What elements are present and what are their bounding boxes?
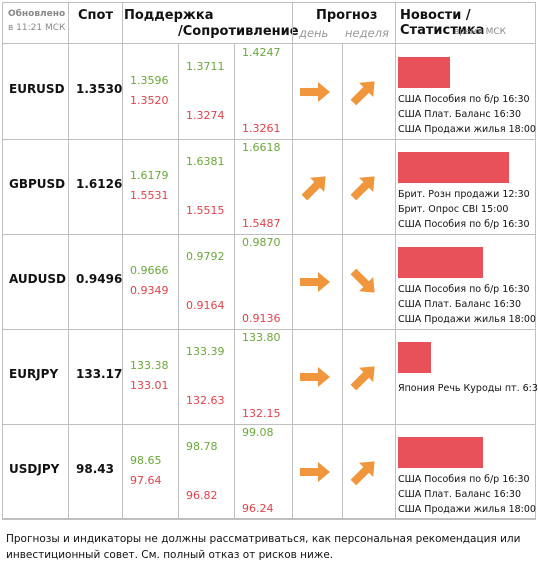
arrow-up-right-icon (298, 175, 332, 203)
support-level-3: 96.24 (242, 502, 274, 515)
support-level-1: 1.3520 (130, 94, 169, 107)
arrow-up-right-icon (347, 460, 381, 488)
row-divider (2, 234, 536, 235)
pair-name[interactable]: EURUSD (9, 82, 65, 96)
resistance-level-1: 133.38 (130, 359, 169, 372)
resistance-level-1: 1.3596 (130, 74, 169, 87)
support-level-2: 1.5515 (186, 204, 225, 217)
updated-time: в 11:21 МСК (8, 23, 66, 33)
column-divider (395, 2, 396, 519)
resistance-level-3: 99.08 (242, 426, 274, 439)
news-item[interactable]: США Продажи жилья 18:00 (398, 314, 536, 325)
pair-name[interactable]: GBPUSD (9, 177, 66, 191)
support-level-2: 132.63 (186, 394, 225, 407)
resistance-level-3: 133.80 (242, 331, 281, 344)
resistance-level-3: 0.9870 (242, 236, 281, 249)
resistance-header: /Сопротивление (178, 24, 299, 39)
row-divider (2, 519, 536, 520)
support-level-3: 132.15 (242, 407, 281, 420)
news-item[interactable]: США Плат. Баланс 16:30 (398, 299, 521, 310)
spot-price: 1.3530 (76, 82, 123, 96)
support-level-2: 1.3274 (186, 109, 225, 122)
news-importance-bar (398, 57, 450, 88)
column-divider (178, 44, 179, 519)
arrow-down-right-icon (347, 268, 381, 298)
arrow-up-right-icon (347, 175, 381, 203)
resistance-level-1: 1.6179 (130, 169, 169, 182)
news-item[interactable]: Брит. Розн продажи 12:30 (398, 189, 530, 200)
forecast-day-label: день (299, 26, 329, 40)
resistance-level-3: 1.4247 (242, 46, 281, 59)
pair-name[interactable]: USDJPY (9, 462, 60, 476)
resistance-level-2: 1.6381 (186, 155, 225, 168)
spot-price: 0.9496 (76, 272, 123, 286)
spot-price: 1.6126 (76, 177, 123, 191)
support-level-3: 0.9136 (242, 312, 281, 325)
news-item[interactable]: Брит. Опрос CBI 15:00 (398, 204, 509, 215)
news-item[interactable]: США Пособия по б/р 16:30 (398, 474, 530, 485)
resistance-level-2: 1.3711 (186, 60, 225, 73)
row-divider (2, 424, 536, 425)
news-item[interactable]: США Продажи жилья 18:00 (398, 124, 536, 135)
resistance-level-2: 133.39 (186, 345, 225, 358)
support-level-3: 1.5487 (242, 217, 281, 230)
arrow-right-icon (298, 365, 332, 393)
column-divider (292, 2, 293, 519)
resistance-level-2: 0.9792 (186, 250, 225, 263)
news-item[interactable]: Япония Речь Куроды пт. 6:30 (398, 383, 538, 394)
spot-header: Спот (78, 8, 113, 23)
support-level-2: 0.9164 (186, 299, 225, 312)
column-divider (342, 44, 343, 519)
news-importance-bar (398, 437, 483, 468)
spot-price: 133.17 (76, 367, 123, 381)
news-item[interactable]: США Плат. Баланс 16:30 (398, 109, 521, 120)
row-divider (2, 139, 536, 140)
news-item[interactable]: США Пособия по б/р 16:30 (398, 284, 530, 295)
arrow-up-right-icon (347, 365, 381, 393)
disclaimer: Прогнозы и индикаторы не должны рассматр… (6, 533, 521, 561)
updated-label: Обновлено (8, 9, 66, 19)
news-item[interactable]: США Пособия по б/р 16:30 (398, 219, 530, 230)
row-divider (2, 329, 536, 330)
resistance-level-1: 0.9666 (130, 264, 169, 277)
support-level-1: 133.01 (130, 379, 169, 392)
support-level-1: 97.64 (130, 474, 162, 487)
news-item[interactable]: США Продажи жилья 18:00 (398, 504, 536, 515)
column-divider (122, 2, 123, 519)
arrow-right-icon (298, 80, 332, 108)
resistance-level-2: 98.78 (186, 440, 218, 453)
pair-name[interactable]: AUDUSD (9, 272, 66, 286)
pair-name[interactable]: EURJPY (9, 367, 59, 381)
spot-price: 98.43 (76, 462, 114, 476)
resistance-level-3: 1.6618 (242, 141, 281, 154)
column-divider (234, 44, 235, 519)
news-importance-bar (398, 152, 509, 183)
rates-table-frame (2, 2, 536, 519)
arrow-right-icon (298, 270, 332, 298)
resistance-level-1: 98.65 (130, 454, 162, 467)
news-header: Новости / Статистика (400, 8, 485, 38)
forecast-week-label: неделя (345, 26, 389, 40)
news-item[interactable]: США Плат. Баланс 16:30 (398, 489, 521, 500)
arrow-up-right-icon (347, 80, 381, 108)
news-importance-bar (398, 247, 483, 278)
news-item[interactable]: США Пособия по б/р 16:30 (398, 94, 530, 105)
arrow-right-icon (298, 460, 332, 488)
support-level-1: 0.9349 (130, 284, 169, 297)
support-level-3: 1.3261 (242, 122, 281, 135)
support-level-1: 1.5531 (130, 189, 169, 202)
forecast-header: Прогноз (316, 8, 378, 23)
support-header: Поддержка (124, 8, 214, 23)
row-divider (2, 43, 536, 44)
column-divider (68, 2, 69, 519)
support-level-2: 96.82 (186, 489, 218, 502)
news-importance-bar (398, 342, 431, 373)
time-note: время МСК (454, 27, 507, 37)
